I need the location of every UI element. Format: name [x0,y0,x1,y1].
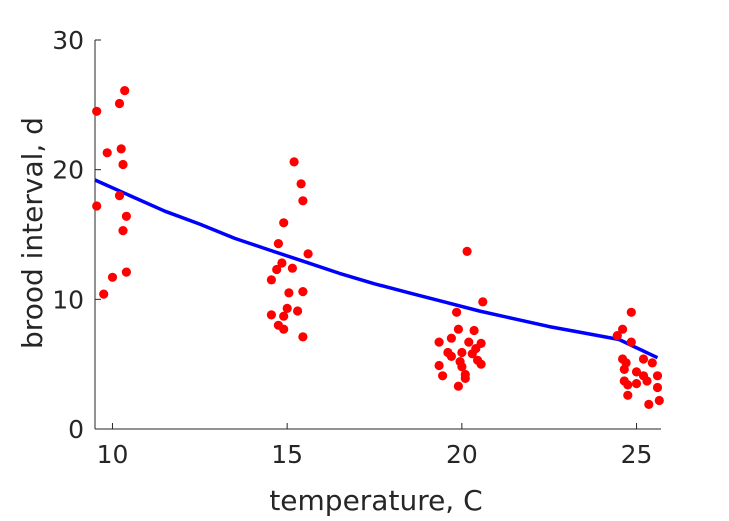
y-tick-label: 10 [52,285,84,314]
data-point [453,324,463,334]
data-point [654,395,664,406]
data-point [92,201,102,211]
data-point [647,358,657,368]
data-point [631,379,642,389]
data-point [284,288,294,298]
x-axis-title: temperature, C [269,484,482,517]
data-point [644,399,654,409]
data-point [118,226,128,236]
data-point [612,331,622,341]
data-point [118,159,128,170]
data-point [626,337,636,347]
data-point [434,337,444,347]
data-point [289,157,299,167]
y-axis-title: brood interval, d [16,117,49,349]
data-point [638,354,649,364]
data-point [279,218,289,228]
data-point [623,390,633,400]
data-point [434,360,444,371]
data-point [298,196,308,206]
data-point [293,306,303,316]
data-point [631,367,642,377]
data-point [446,333,456,343]
data-point [626,307,636,317]
data-point [652,371,663,381]
data-point [99,289,109,299]
data-point [277,258,287,268]
data-point [438,371,448,381]
x-tick-label: 15 [271,440,303,469]
y-tick-label: 20 [52,156,84,185]
data-point [621,358,631,368]
data-point [642,376,652,386]
data-point [296,179,306,189]
axes: 10 15 20 25 0 10 20 30 [52,26,661,469]
fit-curve-line [94,178,659,360]
data-point [464,337,474,347]
y-tick-label: 30 [52,26,84,55]
data-point [452,307,462,317]
data-point [121,211,131,221]
data-point [469,325,479,336]
data-point [279,324,289,334]
data-point [476,338,486,348]
data-point [618,324,628,334]
data-point [116,144,126,154]
data-point [298,287,308,297]
data-point [120,86,130,96]
data-point [298,332,308,342]
x-tick-label: 10 [97,440,129,469]
y-tick-label: 0 [68,415,84,444]
data-point [266,275,276,285]
data-point [460,373,470,383]
data-point [107,272,118,282]
data-point [476,359,486,369]
data-point [272,264,282,275]
data-point [462,246,472,256]
x-tick-label: 20 [446,440,478,469]
data-point [446,351,456,361]
data-point [92,106,102,116]
x-tick-label: 25 [621,440,653,469]
data-point [453,381,463,391]
data-point [279,311,289,321]
data-point [623,380,633,390]
data-point [652,382,663,393]
data-point [102,148,112,158]
data-point [273,239,283,249]
data-point [282,303,292,313]
data-point [478,297,488,307]
data-point [121,267,131,277]
data-point [114,98,125,109]
data-point [266,310,276,320]
scatter-points [92,86,664,409]
fit-curve-group [94,178,659,360]
data-point [303,249,313,259]
data-point [457,362,467,372]
data-point [457,347,467,358]
data-point [114,191,125,201]
data-point [287,263,297,273]
